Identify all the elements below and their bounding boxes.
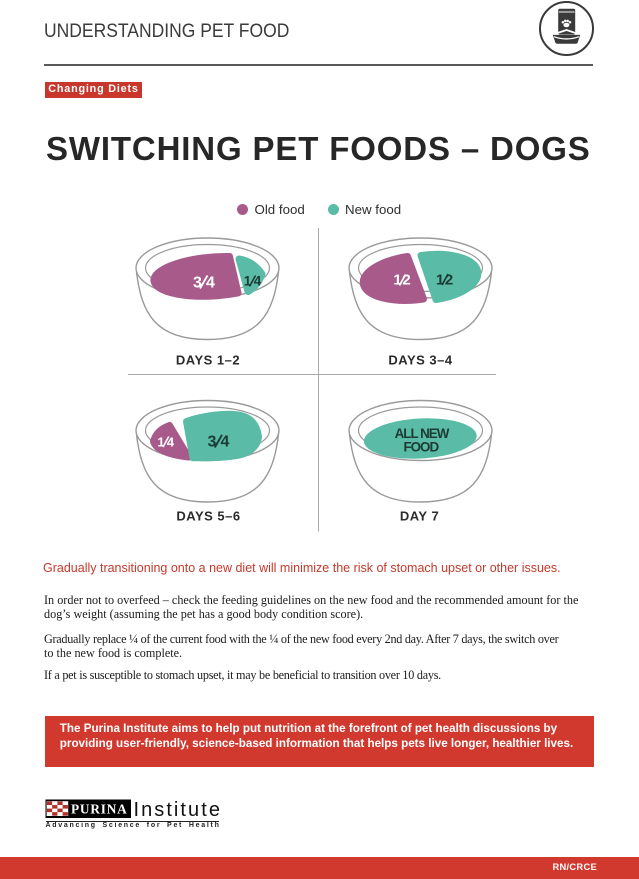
svg-text:2: 2 [445,272,453,289]
svg-text:3: 3 [193,275,202,292]
svg-text:4: 4 [254,274,262,289]
svg-text:4: 4 [167,435,175,450]
svg-text:PURINA: PURINA [71,801,128,816]
svg-text:FOOD: FOOD [403,439,439,454]
svg-text:3: 3 [208,434,217,451]
svg-text:DAYS 5–6: DAYS 5–6 [176,509,240,524]
svg-text:1: 1 [436,272,444,289]
svg-text:DAYS 3–4: DAYS 3–4 [388,353,452,368]
svg-text:4: 4 [206,275,215,292]
svg-text:1: 1 [393,272,401,289]
svg-text:1: 1 [244,274,252,289]
svg-text:4: 4 [221,434,230,451]
svg-text:1: 1 [157,435,164,450]
svg-text:ALL NEW: ALL NEW [395,426,450,441]
svg-text:DAY 7: DAY 7 [400,509,439,524]
svg-text:DAYS 1–2: DAYS 1–2 [176,353,240,368]
svg-text:2: 2 [402,272,410,289]
